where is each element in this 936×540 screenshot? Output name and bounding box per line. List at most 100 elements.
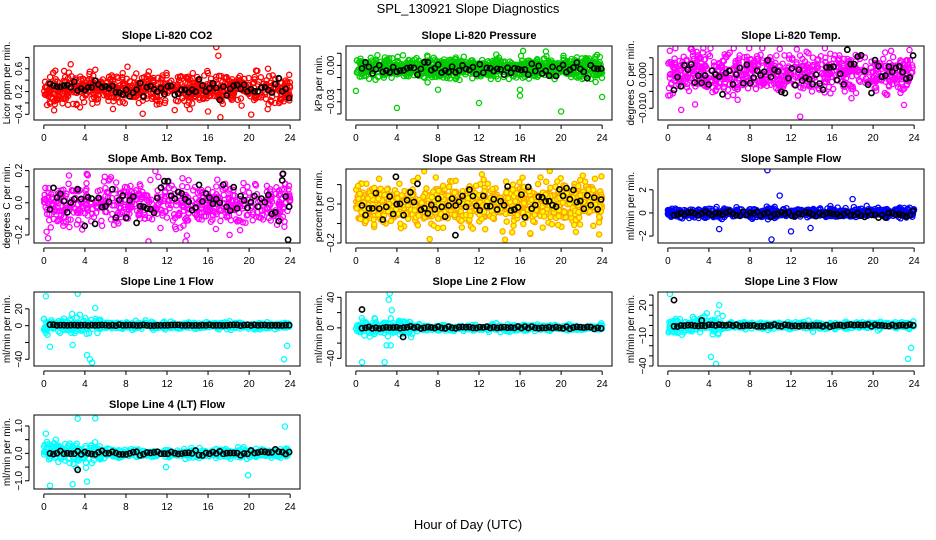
raw-point xyxy=(150,89,157,97)
summary-point xyxy=(53,83,61,90)
summary-point xyxy=(840,81,848,88)
raw-point xyxy=(264,65,272,72)
summary-point xyxy=(535,62,543,70)
summary-point xyxy=(417,65,425,73)
raw-point xyxy=(671,55,678,62)
raw-point xyxy=(257,74,265,81)
raw-point xyxy=(894,83,902,91)
summary-point xyxy=(226,207,234,214)
raw-point xyxy=(825,83,833,91)
raw-point xyxy=(162,208,169,215)
summary-point xyxy=(708,67,716,75)
raw-outlier-point xyxy=(475,99,483,107)
raw-point xyxy=(353,57,361,64)
raw-point xyxy=(55,200,62,207)
raw-point xyxy=(374,51,381,59)
panel-3: Slope Li-820 Temp.0 4 8 12 16 20 24−0.0100.000… xyxy=(626,30,925,144)
summary-point xyxy=(472,202,480,210)
raw-point xyxy=(595,213,603,221)
summary-point xyxy=(902,75,910,83)
summary-point xyxy=(254,88,262,95)
raw-point xyxy=(746,70,754,77)
summary-point xyxy=(549,63,556,71)
summary-point xyxy=(164,82,172,90)
x-tick-label: 20 xyxy=(868,133,880,144)
summary-point xyxy=(237,85,244,93)
summary-point xyxy=(469,192,477,200)
summary-point xyxy=(909,52,917,59)
summary-point xyxy=(549,201,556,209)
raw-point xyxy=(83,185,90,193)
y-tick-label: 0.6 xyxy=(14,61,25,75)
raw-point xyxy=(141,211,148,219)
summary-point xyxy=(178,86,186,93)
raw-point xyxy=(78,202,86,210)
summary-point xyxy=(552,203,560,211)
summary-point xyxy=(362,211,369,219)
plot-frame xyxy=(33,168,301,244)
summary-point xyxy=(594,205,602,213)
summary-point xyxy=(691,79,699,86)
summary-point xyxy=(285,94,293,102)
summary-point xyxy=(888,68,896,76)
summary-point xyxy=(524,183,532,191)
raw-point xyxy=(443,74,451,82)
raw-point xyxy=(278,186,286,193)
y-tick-label: 0.2 xyxy=(14,163,25,177)
summary-point xyxy=(597,196,605,203)
raw-point xyxy=(852,89,860,97)
x-tick-label: 8 xyxy=(747,133,753,144)
raw-point xyxy=(261,91,269,98)
raw-point xyxy=(504,194,512,202)
raw-point xyxy=(364,195,372,202)
summary-point xyxy=(871,56,879,64)
summary-point xyxy=(684,66,692,74)
raw-outlier-point xyxy=(182,238,189,243)
summary-point xyxy=(524,71,532,78)
summary-point xyxy=(490,195,498,203)
raw-point xyxy=(822,78,830,85)
raw-point xyxy=(699,49,707,56)
y-tick-label: −0.2 xyxy=(326,233,337,253)
y-tick-label: −0.2 xyxy=(14,225,25,245)
raw-point xyxy=(278,201,285,208)
raw-point xyxy=(281,223,288,230)
summary-point xyxy=(192,88,199,96)
summary-point xyxy=(98,203,106,211)
summary-point xyxy=(493,65,501,73)
raw-point xyxy=(86,68,94,75)
raw-point xyxy=(254,67,261,75)
raw-point xyxy=(495,54,503,61)
summary-point xyxy=(143,83,151,91)
raw-point xyxy=(103,90,110,98)
summary-point xyxy=(282,193,290,200)
raw-point xyxy=(539,224,546,231)
raw-point xyxy=(79,76,87,83)
raw-point xyxy=(201,72,208,79)
summary-point xyxy=(507,69,515,77)
raw-point xyxy=(529,217,537,225)
summary-point xyxy=(379,216,387,223)
raw-point xyxy=(689,48,697,55)
raw-point xyxy=(228,75,236,83)
summary-point xyxy=(171,91,179,99)
summary-point xyxy=(459,62,466,69)
summary-point xyxy=(479,69,487,77)
raw-point xyxy=(590,186,597,194)
summary-point xyxy=(129,193,137,200)
summary-point xyxy=(268,89,276,96)
raw-point xyxy=(286,197,293,204)
summary-point xyxy=(136,202,144,210)
raw-point xyxy=(79,205,86,212)
summary-point xyxy=(230,183,238,191)
summary-point xyxy=(583,74,591,82)
raw-point xyxy=(560,52,567,60)
raw-point xyxy=(374,211,382,218)
plot-frame xyxy=(657,45,925,121)
summary-point xyxy=(698,79,706,87)
summary-point xyxy=(545,197,553,205)
raw-point xyxy=(136,87,144,95)
x-tick-label: 16 xyxy=(826,133,838,144)
summary-point xyxy=(847,60,855,68)
